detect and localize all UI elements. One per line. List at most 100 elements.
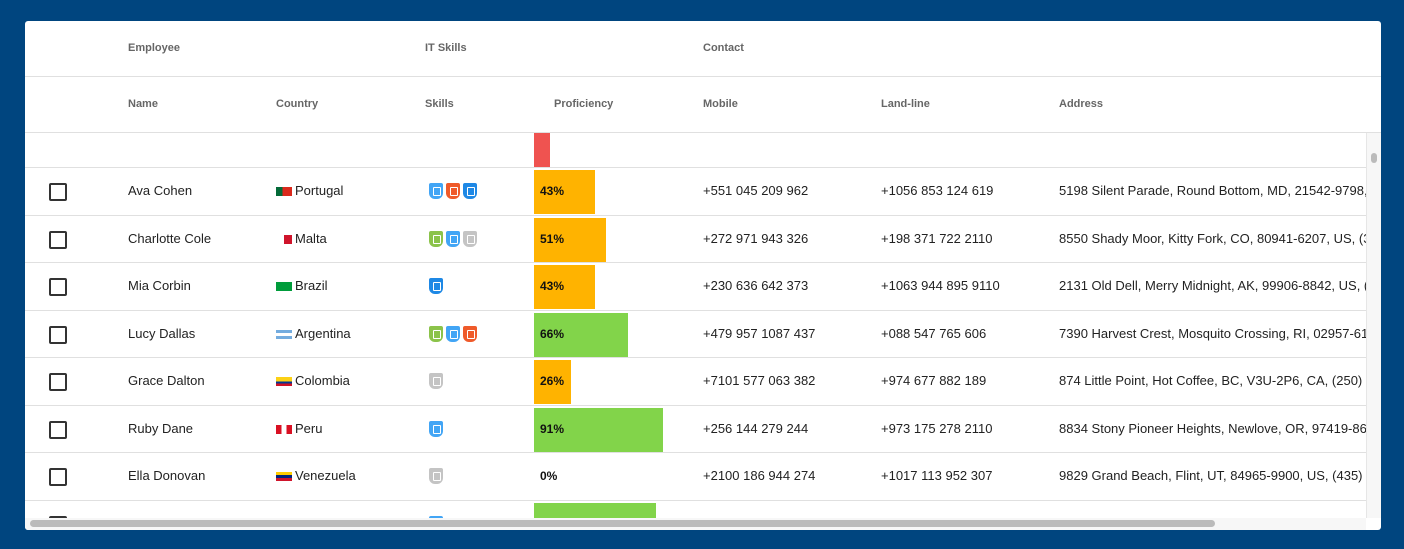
name-cell: Charlotte Cole [128, 230, 212, 246]
column-header[interactable]: Address [1059, 98, 1104, 110]
skill-icon [446, 325, 460, 342]
landline-cell: +974 677 882 189 [881, 373, 987, 388]
flag [276, 424, 292, 434]
landline-cell: +973 175 278 2110 [881, 420, 993, 436]
name-cell: Evie Easton [128, 501, 197, 519]
scroll-thumb[interactable] [1371, 153, 1377, 163]
country-cell: Peru [276, 406, 322, 452]
proficiency-bar [534, 360, 571, 404]
landline-cell: +088 547 765 606 [881, 325, 987, 341]
skill-icon [429, 468, 443, 484]
grid-row[interactable]: Mia Corbin Brazil 43% +230 636 642 373 +1063… [25, 263, 1366, 311]
row-checkbox[interactable] [49, 373, 67, 391]
row-checkbox[interactable] [49, 515, 67, 518]
proficiency-label: 51% [540, 231, 565, 246]
skill-icon [463, 183, 477, 199]
column-header[interactable]: Mobile [703, 98, 738, 110]
flag [276, 187, 292, 196]
proficiency-label: 66% [540, 326, 565, 341]
skill-icon [429, 278, 443, 294]
name-cell: Grace Dalton [128, 373, 205, 388]
address-cell: 3799 Cozy Blossom Ramp, Ptarmigan, MS, 3… [1059, 501, 1366, 519]
flag [276, 329, 292, 339]
flag [276, 377, 292, 386]
proficiency-bar [534, 133, 550, 167]
scroll-thumb[interactable] [30, 520, 1215, 527]
country-cell: Argentina [276, 311, 351, 357]
skill-icon [429, 373, 443, 389]
landline-cell: +1056 853 124 619 [881, 183, 994, 198]
grid-row[interactable]: Charlotte Cole Malta 51% +272 971 943 326 +1… [25, 216, 1366, 263]
group-header: Employee [128, 42, 180, 54]
proficiency-label: 43% [540, 184, 565, 198]
flag [276, 282, 292, 291]
grid-row[interactable]: Grace Dalton Colombia 26% +7101 577 063 382… [25, 358, 1366, 406]
proficiency-bar [534, 312, 628, 357]
country-name: Uruguay [295, 516, 344, 519]
column-header[interactable]: Proficiency [554, 98, 614, 110]
address-cell: 7390 Harvest Crest, Mosquito Crossing, R… [1059, 325, 1366, 341]
row-checkbox[interactable] [49, 183, 67, 201]
mobile-cell: +321 333 644 543 [703, 501, 808, 519]
column-header[interactable]: Country [276, 98, 319, 110]
column-header[interactable]: Land-line [881, 98, 930, 110]
country-name: Portugal [295, 183, 344, 198]
country-name: Malta [295, 230, 327, 246]
skill-icon [429, 515, 443, 518]
country-cell: Brazil [276, 263, 328, 309]
skill-icon [463, 230, 477, 247]
proficiency-bar [534, 265, 596, 309]
mobile-cell: +272 971 943 326 [703, 230, 809, 246]
grid-row[interactable]: Ava Cohen Portugal 43% +551 045 209 962 +105… [25, 168, 1366, 216]
country-name: Brazil [295, 278, 328, 293]
row-checkbox[interactable] [49, 230, 67, 249]
data-grid: Employee IT Skills Contact Name Country … [25, 21, 1381, 530]
country-name: Peru [295, 420, 323, 436]
group-header: IT Skills [425, 42, 467, 54]
mobile-cell: +230 636 642 373 [703, 278, 809, 293]
grid-row[interactable]: Ruby Dane Peru 91% +256 144 279 244 +973 175… [25, 406, 1366, 453]
row-checkbox[interactable] [49, 468, 67, 486]
country-name: Venezuela [295, 468, 356, 483]
row-checkbox[interactable] [49, 278, 67, 296]
address-cell: 2131 Old Dell, Merry Midnight, AK, 99906… [1059, 278, 1366, 293]
vertical-scrollbar[interactable] [1366, 133, 1381, 518]
address-cell: 9829 Grand Beach, Flint, UT, 84965-9900,… [1059, 468, 1366, 483]
skill-icon [429, 420, 443, 437]
group-header: Contact [703, 42, 744, 54]
row-checkbox[interactable] [49, 325, 67, 344]
country-cell: Venezuela [276, 453, 356, 499]
proficiency-bar [534, 502, 657, 518]
grid-row[interactable]: Ella Donovan Venezuela 0% +2100 186 944 274… [25, 453, 1366, 501]
grid-row[interactable] [25, 133, 1366, 168]
name-cell: Ella Donovan [128, 468, 206, 483]
proficiency-bar [534, 170, 596, 214]
flag [276, 472, 292, 481]
skill-icon [463, 325, 477, 342]
skill-icon [446, 230, 460, 247]
skill-icon [429, 230, 443, 247]
country-cell: Colombia [276, 358, 350, 404]
mobile-cell: +551 045 209 962 [703, 183, 809, 198]
column-header[interactable]: Name [128, 98, 158, 110]
country-name: Argentina [295, 325, 351, 341]
address-cell: 8550 Shady Moor, Kitty Fork, CO, 80941-6… [1059, 230, 1366, 246]
address-cell: 5198 Silent Parade, Round Bottom, MD, 21… [1059, 183, 1366, 198]
flag [276, 234, 292, 244]
address-cell: 8834 Stony Pioneer Heights, Newlove, OR,… [1059, 420, 1366, 436]
mobile-cell: +479 957 1087 437 [703, 325, 816, 341]
name-cell: Ruby Dane [128, 420, 194, 436]
skill-icon [429, 325, 443, 342]
horizontal-scrollbar[interactable] [25, 518, 1366, 530]
grid-row[interactable]: Evie Easton Uruguay 86% +321 333 644 543 +89… [25, 501, 1366, 519]
proficiency-bar [534, 407, 664, 452]
grid-row[interactable]: Lucy Dallas Argentina 66% +479 957 1087 437… [25, 311, 1366, 358]
landline-cell: +1017 113 952 307 [881, 468, 993, 483]
landline-cell: +891 1610 986 114 [881, 501, 992, 519]
column-header[interactable]: Skills [425, 98, 454, 110]
proficiency-label: 26% [540, 374, 565, 388]
mobile-cell: +256 144 279 244 [703, 420, 809, 436]
row-checkbox[interactable] [49, 420, 67, 439]
country-cell: Malta [276, 216, 327, 262]
